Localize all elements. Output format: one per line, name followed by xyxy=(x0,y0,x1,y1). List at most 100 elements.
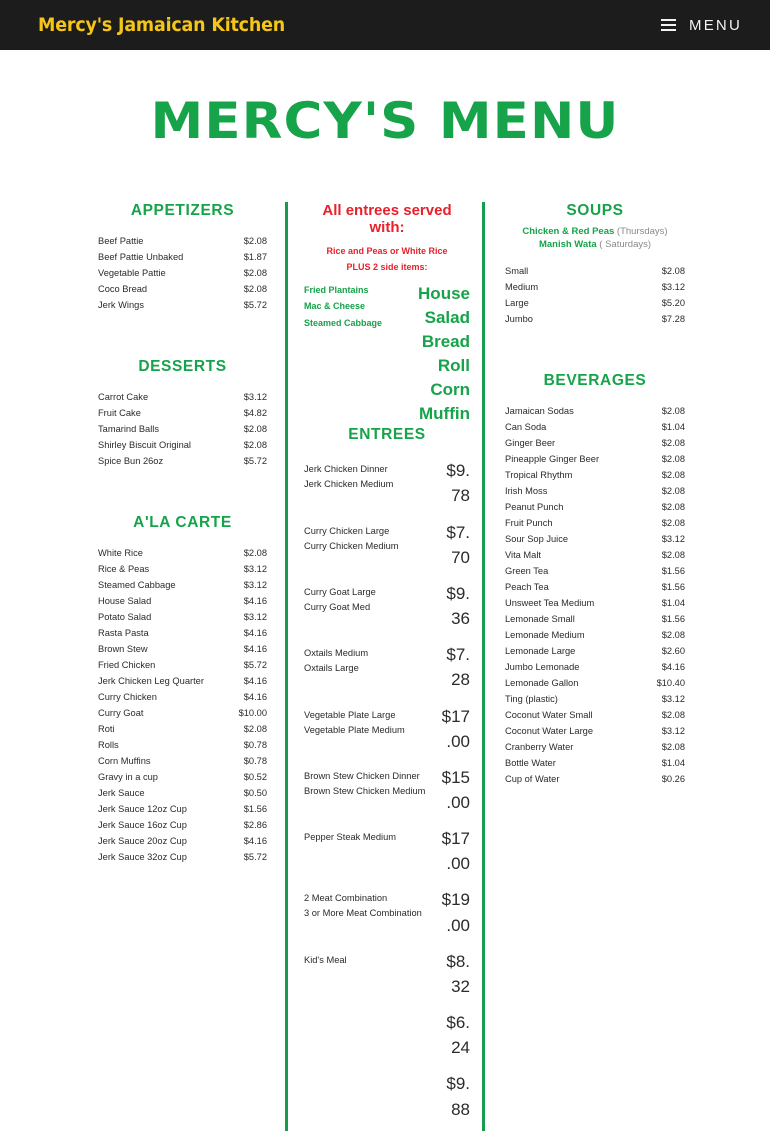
menu-item-name: Cranberry Water xyxy=(505,741,574,752)
menu-item-row: Lemonade Gallon $10.40 xyxy=(505,675,685,691)
menu-item-name: Jerk Wings xyxy=(98,300,144,311)
menu-item-row: Corn Muffins $0.78 xyxy=(98,754,267,770)
menu-item-price: $2.86 xyxy=(243,819,267,830)
menu-item-price: $2.08 xyxy=(243,284,267,295)
menu-item-row: Tropical Rhythm $2.08 xyxy=(505,468,685,484)
menu-item-row: Potato Salad $3.12 xyxy=(98,610,267,626)
menu-item-price: $2.08 xyxy=(243,236,267,247)
entree-price: $17 .00 xyxy=(441,829,470,874)
menu-item-price: $4.82 xyxy=(243,408,267,419)
menu-item-price: $2.08 xyxy=(661,741,685,752)
entree-name: Brown Stew Chicken Medium xyxy=(304,785,426,796)
menu-item-name: Vita Malt xyxy=(505,549,541,560)
menu-item-name: Lemonade Medium xyxy=(505,629,585,640)
side-item: Steamed Cabbage xyxy=(304,317,383,328)
section-heading-soups: SOUPS xyxy=(566,202,624,219)
menu-item-price: $2.60 xyxy=(661,645,685,656)
entree-row: Jerk Chicken Dinner Jerk Chicken Medium $9… xyxy=(304,458,470,508)
menu-item-name: Lemonade Large xyxy=(505,645,576,656)
entree-price: $9. 78 xyxy=(446,461,470,506)
menu-item-row: Vegetable Pattie $2.08 xyxy=(98,266,267,282)
menu-item-name: Gravy in a cup xyxy=(98,771,158,782)
side-items-left-list: Fried Plantains Mac & Cheese Steamed Cabba… xyxy=(304,282,382,332)
menu-item-row: Fruit Punch $2.08 xyxy=(505,515,685,531)
menu-item-name: Ting (plastic) xyxy=(505,693,558,704)
page-title: MERCY'S MENU xyxy=(150,92,620,150)
menu-item-price: $0.50 xyxy=(243,787,267,798)
menu-item-price: $4.16 xyxy=(243,628,267,639)
menu-item-name: Large xyxy=(505,297,529,308)
menu-item-price: $3.12 xyxy=(243,580,267,591)
menu-item-price: $1.56 xyxy=(661,581,685,592)
menu-item-row: Shirley Biscuit Original $2.08 xyxy=(98,438,267,454)
menu-item-name: Coconut Water Small xyxy=(505,709,593,720)
menu-item-row: Jerk Sauce 12oz Cup $1.56 xyxy=(98,802,267,818)
menu-item-price: $7.28 xyxy=(661,313,685,324)
menu-item-price: $10.40 xyxy=(656,677,685,688)
menu-item-row: Jerk Sauce 16oz Cup $2.86 xyxy=(98,818,267,834)
entree-name: Brown Stew Chicken Dinner xyxy=(304,770,420,781)
appetizers-list: Beef Pattie $2.08 Beef Pattie Unbaked $1.87… xyxy=(98,234,267,314)
side-items-right-list: House Salad Bread Roll Corn Muffin xyxy=(418,283,470,424)
section-ala-carte: A'LA CARTE White Rice $2.08 Rice & Peas $3.… xyxy=(98,514,267,866)
entree-price: $9. 36 xyxy=(446,583,470,629)
menu-item-row: Small $2.08 xyxy=(505,264,685,280)
menu-item-price: $4.16 xyxy=(243,692,267,703)
menu-item-price: $3.12 xyxy=(243,392,267,403)
menu-item-row: Coco Bread $2.08 xyxy=(98,282,267,298)
menu-item-name: Rasta Pasta xyxy=(98,628,149,639)
entree-name: Vegetable Plate Medium xyxy=(304,724,405,735)
menu-item-price: $2.08 xyxy=(243,724,267,735)
menu-item-price: $2.08 xyxy=(661,469,685,480)
entree-name: 2 Meat Combination xyxy=(304,893,388,904)
menu-item-row: Carrot Cake $3.12 xyxy=(98,390,267,406)
menu-item-name: Rice & Peas xyxy=(98,564,150,575)
section-heading-desserts: DESSERTS xyxy=(138,357,227,375)
menu-toggle-label: MENU xyxy=(689,16,742,34)
menu-item-price: $2.08 xyxy=(661,517,685,528)
left-column: APPETIZERS Beef Pattie $2.08 Beef Pattie U… xyxy=(0,202,285,1131)
menu-item-price: $4.16 xyxy=(661,661,685,672)
menu-toggle-button[interactable]: MENU xyxy=(661,17,742,34)
entree-row: $9. 88 xyxy=(304,1071,470,1121)
ala-carte-list: White Rice $2.08 Rice & Peas $3.12 Steamed C… xyxy=(98,546,267,866)
menu-item-row: Roti $2.08 xyxy=(98,722,267,738)
menu-item-price: $1.04 xyxy=(661,421,685,432)
menu-item-name: Carrot Cake xyxy=(98,392,149,403)
menu-item-row: Gravy in a cup $0.52 xyxy=(98,770,267,786)
menu-item-price: $5.72 xyxy=(243,660,267,671)
menu-item-name: Jumbo xyxy=(505,313,533,324)
brand-title[interactable]: Mercy's Jamaican Kitchen xyxy=(38,14,286,36)
menu-item-name: Corn Muffins xyxy=(98,755,151,766)
entree-row: Brown Stew Chicken Dinner Brown Stew Chic… xyxy=(304,765,470,815)
menu-item-name: Jerk Sauce 20oz Cup xyxy=(98,835,187,846)
entree-names: Curry Chicken Large Curry Chicken Medium xyxy=(304,520,399,554)
hamburger-icon[interactable] xyxy=(661,19,677,31)
menu-item-row: Rasta Pasta $4.16 xyxy=(98,626,267,642)
menu-item-price: $5.20 xyxy=(661,297,685,308)
served-with-line1: Rice and Peas or White Rice xyxy=(326,246,448,256)
menu-item-name: Potato Salad xyxy=(98,612,152,623)
menu-item-row: Peanut Punch $2.08 xyxy=(505,499,685,515)
soup-special-1-day: (Thursdays) xyxy=(616,226,668,237)
menu-item-name: Jerk Sauce 32oz Cup xyxy=(98,851,187,862)
menu-item-row: Beef Pattie Unbaked $1.87 xyxy=(98,250,267,266)
entree-name: Curry Chicken Large xyxy=(304,525,390,536)
menu-item-price: $3.12 xyxy=(661,725,685,736)
menu-item-row: Vita Malt $2.08 xyxy=(505,547,685,563)
entree-row: Curry Goat Large Curry Goat Med $9. 36 xyxy=(304,581,470,631)
menu-item-name: Irish Moss xyxy=(505,485,548,496)
menu-item-row: Fried Chicken $5.72 xyxy=(98,658,267,674)
menu-item-name: Jerk Sauce 12oz Cup xyxy=(98,803,187,814)
menu-item-price: $3.12 xyxy=(661,693,685,704)
menu-item-name: Fried Chicken xyxy=(98,660,156,671)
menu-item-row: Can Soda $1.04 xyxy=(505,420,685,436)
entree-row: Pepper Steak Medium $17 .00 xyxy=(304,826,470,876)
menu-item-row: Tamarind Balls $2.08 xyxy=(98,422,267,438)
menu-item-price: $2.08 xyxy=(243,424,267,435)
menu-item-name: Coconut Water Large xyxy=(505,725,594,736)
menu-item-price: $2.08 xyxy=(661,485,685,496)
menu-item-name: Peanut Punch xyxy=(505,501,564,512)
menu-item-row: Irish Moss $2.08 xyxy=(505,483,685,499)
menu-item-row: Curry Chicken $4.16 xyxy=(98,690,267,706)
